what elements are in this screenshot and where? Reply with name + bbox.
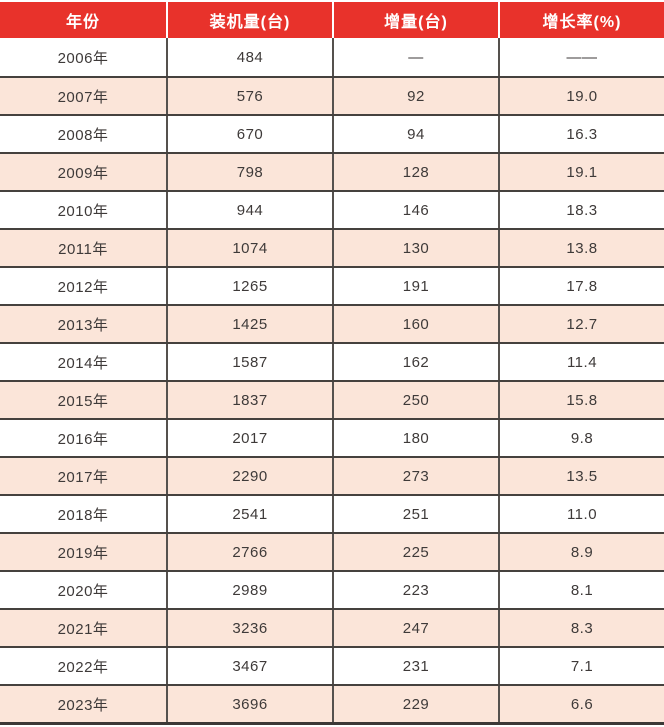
installed-cell: 2290 (166, 458, 332, 494)
installed-cell: 670 (166, 116, 332, 152)
increment-cell: 92 (332, 78, 498, 114)
increment-cell: 128 (332, 154, 498, 190)
year-cell: 2020年 (57, 582, 109, 600)
installed-cell: 1837 (166, 382, 332, 418)
year-cell: 2017年 (57, 468, 109, 486)
installed-cell: 2766 (166, 534, 332, 570)
growth-cell: 8.3 (498, 610, 664, 646)
increment-cell: 191 (332, 268, 498, 304)
growth-cell: 15.8 (498, 382, 664, 418)
increment-cell: 180 (332, 420, 498, 456)
column-header-installed: 装机量(台) (166, 2, 332, 38)
growth-cell: 7.1 (498, 648, 664, 684)
table-row: 2017年 2290 273 13.5 (0, 456, 664, 494)
growth-cell: 19.0 (498, 78, 664, 114)
installed-cell: 1265 (166, 268, 332, 304)
year-cell: 2016年 (57, 430, 109, 448)
year-cell: 2019年 (57, 544, 109, 562)
growth-cell: 17.8 (498, 268, 664, 304)
growth-cell: 13.5 (498, 458, 664, 494)
increment-cell: 130 (332, 230, 498, 266)
column-header-year: 年份 (65, 14, 100, 31)
year-cell: 2007年 (57, 88, 109, 106)
growth-cell: 16.3 (498, 116, 664, 152)
growth-cell: 13.8 (498, 230, 664, 266)
table-row: 2020年 2989 223 8.1 (0, 570, 664, 608)
installed-cell: 1425 (166, 306, 332, 342)
increment-cell: 250 (332, 382, 498, 418)
growth-cell: 9.8 (498, 420, 664, 456)
growth-cell: 6.6 (498, 686, 664, 722)
table-row: 2023年 3696 229 6.6 (0, 684, 664, 722)
table-row: 2019年 2766 225 8.9 (0, 532, 664, 570)
year-cell: 2023年 (57, 696, 109, 714)
table-row: 2009年 798 128 19.1 (0, 152, 664, 190)
table-header-row: 年份 装机量(台) 增量(台) 增长率(%) (0, 2, 664, 38)
installed-cell: 1074 (166, 230, 332, 266)
installed-cell: 2017 (166, 420, 332, 456)
increment-cell: 162 (332, 344, 498, 380)
year-cell: 2021年 (57, 620, 109, 638)
year-cell: 2013年 (57, 316, 109, 334)
installed-cell: 3236 (166, 610, 332, 646)
growth-cell: 8.9 (498, 534, 664, 570)
table-bottom-rule (0, 722, 664, 725)
year-cell: 2014年 (57, 354, 109, 372)
column-header-growth: 增长率(%) (498, 2, 664, 38)
year-cell: 2008年 (57, 126, 109, 144)
year-cell: 2011年 (58, 240, 108, 258)
year-cell: 2012年 (57, 278, 109, 296)
increment-cell: 146 (332, 192, 498, 228)
increment-cell: 94 (332, 116, 498, 152)
increment-cell: 223 (332, 572, 498, 608)
increment-cell: 251 (332, 496, 498, 532)
table-row: 2011年 1074 130 13.8 (0, 228, 664, 266)
table-row: 2016年 2017 180 9.8 (0, 418, 664, 456)
year-cell: 2006年 (57, 49, 109, 67)
growth-cell: 18.3 (498, 192, 664, 228)
growth-cell: 8.1 (498, 572, 664, 608)
increment-cell: 247 (332, 610, 498, 646)
table-row: 2018年 2541 251 11.0 (0, 494, 664, 532)
table-row: 2013年 1425 160 12.7 (0, 304, 664, 342)
table-row: 2014年 1587 162 11.4 (0, 342, 664, 380)
year-cell: 2015年 (57, 392, 109, 410)
table-row: 2022年 3467 231 7.1 (0, 646, 664, 684)
increment-cell: 231 (332, 648, 498, 684)
increment-cell: 225 (332, 534, 498, 570)
table-row: 2006年 484 — —— (0, 38, 664, 76)
installed-cell: 3696 (166, 686, 332, 722)
table-row: 2007年 576 92 19.0 (0, 76, 664, 114)
table-row: 2012年 1265 191 17.8 (0, 266, 664, 304)
year-cell: 2009年 (57, 164, 109, 182)
growth-cell: 19.1 (498, 154, 664, 190)
increment-cell: 273 (332, 458, 498, 494)
table-row: 2021年 3236 247 8.3 (0, 608, 664, 646)
table-row: 2010年 944 146 18.3 (0, 190, 664, 228)
installed-cell: 944 (166, 192, 332, 228)
table-row: 2008年 670 94 16.3 (0, 114, 664, 152)
increment-cell: 229 (332, 686, 498, 722)
year-cell: 2018年 (57, 506, 109, 524)
growth-cell: 11.4 (498, 344, 664, 380)
installed-cell: 2989 (166, 572, 332, 608)
growth-cell: —— (498, 38, 664, 76)
growth-cell: 12.7 (498, 306, 664, 342)
table-row: 2015年 1837 250 15.8 (0, 380, 664, 418)
year-cell: 2010年 (57, 202, 109, 220)
installed-cell: 2541 (166, 496, 332, 532)
increment-cell: 160 (332, 306, 498, 342)
year-cell: 2022年 (57, 658, 109, 676)
installed-cell: 1587 (166, 344, 332, 380)
installed-cell: 3467 (166, 648, 332, 684)
growth-cell: 11.0 (498, 496, 664, 532)
installed-cell: 576 (166, 78, 332, 114)
column-header-increment: 增量(台) (332, 2, 498, 38)
increment-cell: — (332, 38, 498, 76)
installed-cell: 798 (166, 154, 332, 190)
installed-cell: 484 (166, 38, 332, 76)
